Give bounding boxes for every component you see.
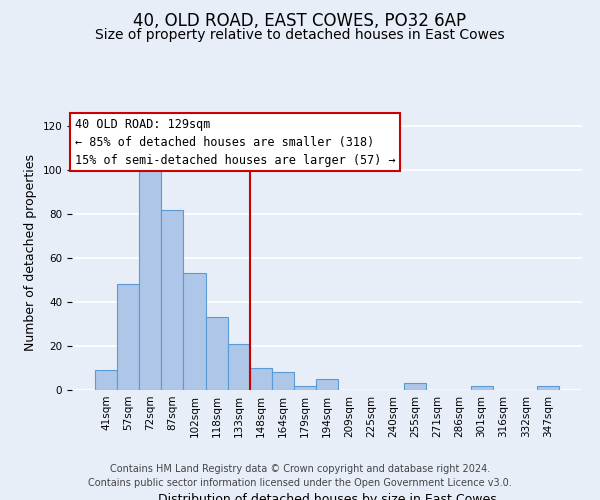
Bar bbox=[117, 284, 139, 390]
Bar bbox=[139, 170, 161, 390]
Text: Contains HM Land Registry data © Crown copyright and database right 2024.
Contai: Contains HM Land Registry data © Crown c… bbox=[88, 464, 512, 487]
Bar bbox=[294, 386, 316, 390]
Bar bbox=[537, 386, 559, 390]
Bar bbox=[227, 344, 250, 390]
Bar bbox=[470, 386, 493, 390]
Bar bbox=[404, 384, 427, 390]
Bar bbox=[184, 274, 206, 390]
Bar bbox=[95, 370, 117, 390]
Y-axis label: Number of detached properties: Number of detached properties bbox=[24, 154, 37, 351]
X-axis label: Distribution of detached houses by size in East Cowes: Distribution of detached houses by size … bbox=[158, 492, 496, 500]
Bar bbox=[206, 318, 227, 390]
Bar bbox=[272, 372, 294, 390]
Bar bbox=[250, 368, 272, 390]
Bar bbox=[316, 379, 338, 390]
Text: 40, OLD ROAD, EAST COWES, PO32 6AP: 40, OLD ROAD, EAST COWES, PO32 6AP bbox=[133, 12, 467, 30]
Text: 40 OLD ROAD: 129sqm
← 85% of detached houses are smaller (318)
15% of semi-detac: 40 OLD ROAD: 129sqm ← 85% of detached ho… bbox=[74, 118, 395, 167]
Text: Size of property relative to detached houses in East Cowes: Size of property relative to detached ho… bbox=[95, 28, 505, 42]
Bar bbox=[161, 210, 184, 390]
